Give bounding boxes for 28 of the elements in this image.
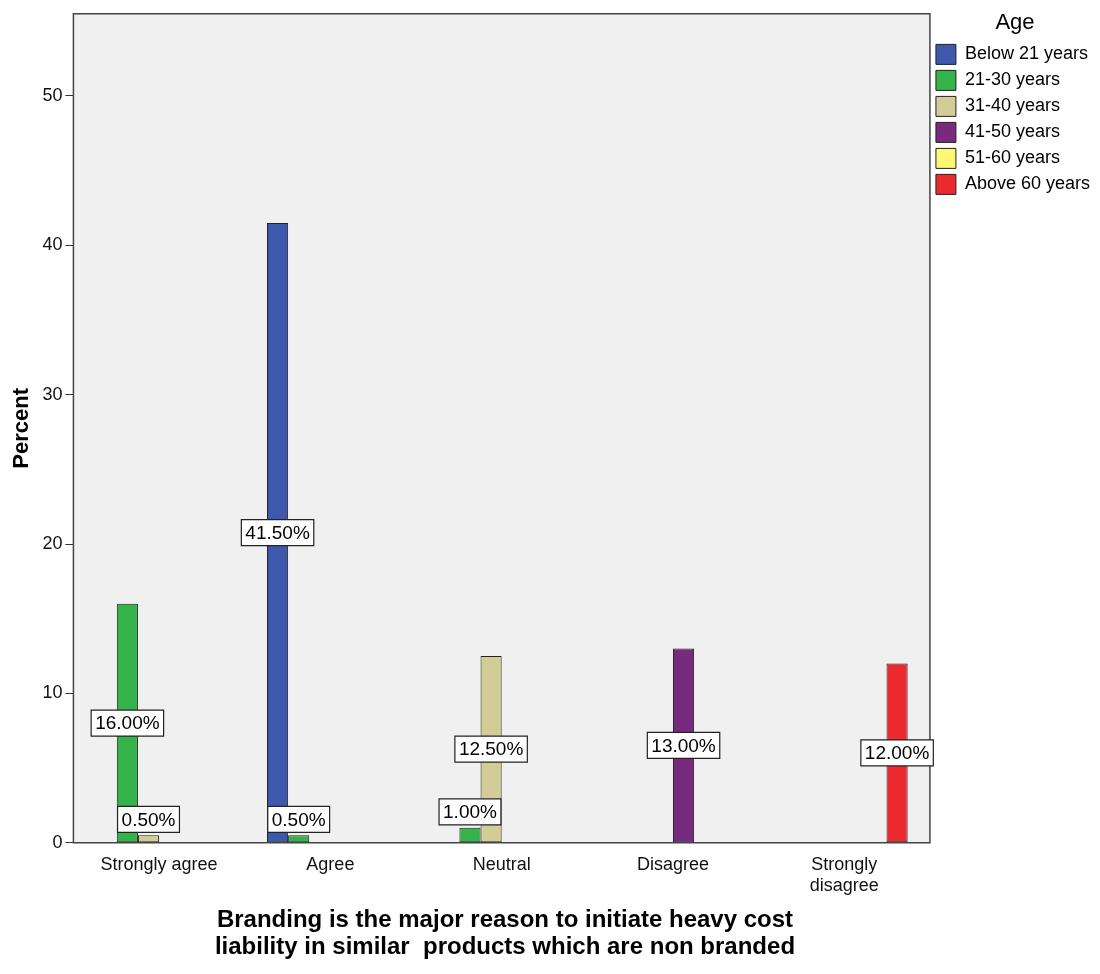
y-tick-label: 20 <box>42 533 63 554</box>
x-tick-label: Disagree <box>636 853 709 874</box>
data-label: 12.00% <box>864 742 930 764</box>
data-label: 0.50% <box>271 808 326 830</box>
legend-label: 51-60 years <box>964 147 1060 168</box>
x-tick-label: Strongly agree <box>100 853 218 874</box>
y-tick-label: 50 <box>42 84 63 105</box>
x-tick-label: Strongly disagree <box>809 853 879 896</box>
y-tick-label: 30 <box>42 383 63 404</box>
legend-label: Below 21 years <box>964 43 1088 64</box>
y-tick-label: 0 <box>52 831 63 852</box>
legend-label: 31-40 years <box>964 95 1060 116</box>
data-label: 41.50% <box>245 521 310 543</box>
data-label: 16.00% <box>95 712 160 734</box>
data-label: 1.00% <box>443 801 498 823</box>
data-label: 12.50% <box>458 738 524 760</box>
legend-label: 41-50 years <box>964 121 1060 142</box>
y-tick-label: 40 <box>42 234 63 255</box>
y-tick-label: 10 <box>42 682 63 703</box>
legend-label: 21-30 years <box>964 69 1060 90</box>
x-tick-label: Agree <box>306 853 355 874</box>
legend-title: Age <box>995 9 1035 35</box>
y-axis-title: Percent <box>8 387 34 469</box>
x-axis-title: Branding is the major reason to initiate heavy cost liability in similar products which are non branded <box>213 905 797 959</box>
data-label: 13.00% <box>651 734 716 756</box>
legend-label: Above 60 years <box>964 173 1090 194</box>
x-tick-label: Neutral <box>472 853 531 874</box>
data-label: 0.50% <box>121 808 176 830</box>
